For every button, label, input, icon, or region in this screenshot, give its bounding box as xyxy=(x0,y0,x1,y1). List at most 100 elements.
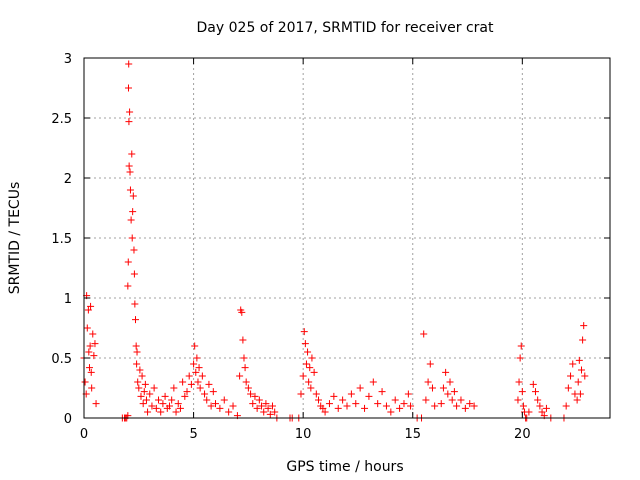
data-point xyxy=(266,410,274,418)
data-point xyxy=(525,408,533,416)
y-tick-label: 0 xyxy=(64,412,72,427)
data-point xyxy=(343,402,351,410)
data-point xyxy=(516,354,524,362)
data-point xyxy=(361,404,369,412)
data-point xyxy=(581,372,589,380)
data-point xyxy=(301,340,309,348)
data-point xyxy=(207,402,215,410)
data-point xyxy=(239,336,247,344)
data-point xyxy=(339,396,347,404)
plot-frame xyxy=(83,57,611,419)
data-point xyxy=(428,384,436,392)
x-tick-label: 5 xyxy=(189,427,197,442)
data-point xyxy=(240,354,248,362)
data-point xyxy=(531,388,539,396)
data-point xyxy=(573,396,581,404)
data-point xyxy=(81,378,89,386)
data-point xyxy=(518,388,526,396)
data-point xyxy=(85,348,93,356)
data-point xyxy=(517,342,525,350)
data-point xyxy=(152,404,160,412)
data-point xyxy=(268,402,276,410)
data-point xyxy=(238,308,246,316)
data-point xyxy=(300,328,308,336)
data-point xyxy=(574,378,582,386)
data-point xyxy=(519,402,527,410)
data-point xyxy=(461,404,469,412)
data-point xyxy=(85,364,93,372)
data-point xyxy=(304,348,312,356)
data-point xyxy=(426,360,434,368)
x-tick-label: 0 xyxy=(80,427,88,442)
data-point xyxy=(144,408,152,416)
data-point xyxy=(255,396,263,404)
data-point xyxy=(126,168,134,176)
data-point xyxy=(125,60,133,68)
y-axis-label: SRMTID / TECUs xyxy=(7,182,23,295)
data-point xyxy=(129,208,137,216)
chart-title: Day 025 of 2017, SRMTID for receiver cra… xyxy=(197,20,494,36)
data-point xyxy=(514,396,522,404)
data-point xyxy=(88,384,96,392)
data-point xyxy=(137,392,145,400)
data-point xyxy=(150,384,158,392)
data-point xyxy=(205,380,213,388)
data-point xyxy=(470,402,478,410)
data-point xyxy=(442,368,450,376)
data-point xyxy=(133,348,141,356)
data-point xyxy=(174,400,182,408)
data-point xyxy=(310,368,318,376)
data-point xyxy=(251,392,259,400)
data-point xyxy=(157,408,165,416)
data-point xyxy=(126,186,134,194)
data-point xyxy=(139,400,147,408)
data-point xyxy=(132,316,140,324)
data-point xyxy=(260,408,268,416)
data-point xyxy=(130,246,138,254)
x-tick-label: 10 xyxy=(295,427,312,442)
y-tick-label: 2.5 xyxy=(51,112,72,127)
data-point xyxy=(142,396,150,404)
data-point xyxy=(306,364,314,372)
data-point xyxy=(191,342,199,350)
data-point xyxy=(365,392,373,400)
data-point xyxy=(131,300,139,308)
data-point xyxy=(515,378,523,386)
data-point xyxy=(536,402,544,410)
data-point xyxy=(579,336,587,344)
data-point xyxy=(578,366,586,374)
data-point xyxy=(534,396,542,404)
data-point xyxy=(194,378,202,386)
data-point xyxy=(396,404,404,412)
data-point xyxy=(127,216,135,224)
data-point xyxy=(241,364,249,372)
data-point xyxy=(312,390,320,398)
data-point xyxy=(179,378,187,386)
ticks-layer xyxy=(83,57,610,419)
data-point xyxy=(185,372,193,380)
data-point xyxy=(125,162,133,170)
data-point xyxy=(437,400,445,408)
data-point xyxy=(126,108,134,116)
data-point xyxy=(453,402,461,410)
data-point xyxy=(305,378,313,386)
data-point xyxy=(450,388,458,396)
data-point xyxy=(190,360,198,368)
data-point xyxy=(249,400,257,408)
data-point xyxy=(424,378,432,386)
y-tick-label: 1.5 xyxy=(51,232,72,247)
data-point xyxy=(538,408,546,416)
data-point xyxy=(576,390,584,398)
data-point xyxy=(172,408,180,416)
data-point xyxy=(141,380,149,388)
data-point xyxy=(84,306,92,314)
data-point xyxy=(212,400,219,408)
data-point xyxy=(83,324,91,332)
data-point xyxy=(124,282,132,290)
data-point xyxy=(407,402,415,410)
data-point xyxy=(183,388,191,396)
y-tick-label: 1 xyxy=(64,292,72,307)
data-point xyxy=(253,404,261,412)
data-point xyxy=(90,352,98,360)
data-point xyxy=(132,342,140,350)
